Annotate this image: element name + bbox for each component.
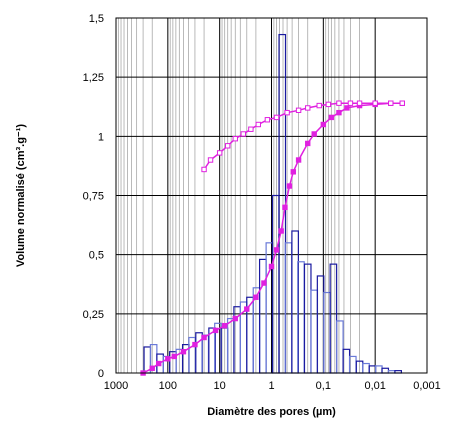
curve-marker [212, 327, 219, 334]
histogram-bar [310, 289, 319, 374]
curve-marker [273, 114, 280, 121]
histogram-bar [303, 263, 312, 374]
curve-marker [248, 126, 254, 132]
curve-marker [336, 109, 342, 116]
y-tick-label: 0,5 [89, 250, 104, 262]
curve-marker [268, 263, 275, 270]
curve-marker [165, 356, 171, 362]
x-tick-label: 1 [268, 380, 274, 392]
cumulative-curves [140, 100, 405, 376]
curve-marker [156, 360, 162, 367]
curve-marker [399, 100, 405, 106]
x-tick-label: 100 [159, 380, 177, 392]
x-axis-title: Diamètre des pores (µm) [207, 406, 336, 418]
curve-marker [282, 204, 288, 211]
histogram-bar [271, 194, 280, 374]
curve-marker [201, 334, 207, 341]
y-tick-label: 1,5 [89, 13, 104, 25]
curve-marker [316, 102, 322, 109]
curve-marker [356, 100, 363, 106]
histogram-bar [284, 242, 293, 374]
histogram-bar [226, 317, 235, 374]
x-tick-label: 0,01 [364, 380, 385, 392]
x-tick-label: 0,001 [413, 380, 441, 392]
curve-marker [328, 114, 335, 121]
histogram-bar [355, 360, 364, 374]
histogram-bar [265, 242, 274, 374]
histogram-bar [329, 263, 338, 374]
curve-marker [305, 105, 311, 111]
curve-marker [273, 247, 280, 253]
histogram-bar [336, 320, 344, 374]
x-tick-label: 10 [214, 380, 226, 392]
y-tick-label: 0,25 [83, 309, 104, 321]
x-tick-label: 0,1 [316, 380, 331, 392]
plot-frame [115, 17, 428, 374]
curve-marker [311, 131, 317, 137]
histogram-bars [143, 33, 403, 374]
curve-marker [336, 100, 342, 106]
y-tick-label: 0,75 [83, 191, 104, 203]
histogram-bar [323, 291, 331, 374]
curve-marker [295, 157, 302, 163]
histogram-bar [220, 327, 229, 374]
curve-marker [201, 166, 207, 173]
histogram-bar [374, 365, 383, 374]
curve-marker [221, 322, 228, 329]
curve-marker [320, 121, 327, 128]
curve-marker [244, 306, 250, 312]
curve-marker [253, 294, 259, 300]
curve-marker [171, 353, 178, 360]
histogram-bar [342, 348, 351, 374]
curve-marker [255, 121, 261, 128]
histogram-bar [381, 367, 390, 374]
curve-marker [344, 105, 350, 111]
curve-marker [240, 131, 246, 137]
histogram-bar [278, 33, 287, 374]
curve-marker [192, 341, 198, 348]
y-tick-label: 0 [98, 368, 104, 380]
curve-marker [264, 117, 271, 123]
histogram-bar [348, 355, 357, 374]
curve-marker [216, 150, 223, 156]
histogram-bar [297, 261, 305, 374]
curve-marker [325, 101, 332, 108]
curve-marker [305, 140, 311, 147]
histogram-bar [201, 334, 210, 374]
y-tick-label: 1 [98, 131, 104, 143]
curve-marker [180, 349, 187, 355]
y-tick-label: 1,25 [83, 72, 104, 84]
curve-marker [372, 100, 378, 106]
curve-marker [232, 315, 238, 322]
tick-labels: 1000 100 10 1 0,1 0,01 0,001 0 0,25 0,5 0,75 1 1,25 1… [83, 13, 441, 392]
curve-marker [232, 136, 238, 142]
histogram-bar [362, 362, 370, 374]
curve-marker [284, 109, 290, 116]
curve-marker [295, 107, 302, 113]
curve-marker [224, 143, 231, 149]
histogram-bar [258, 258, 267, 374]
curve-marker [149, 365, 155, 371]
histogram-bar [368, 365, 377, 374]
histogram-bar [316, 275, 325, 374]
curve-marker [286, 183, 293, 189]
curve-marker [261, 280, 267, 286]
y-axis-title: Volume normalisé (cm³.g⁻¹) [15, 124, 27, 267]
curve-marker [290, 169, 296, 175]
curve-marker [207, 157, 214, 163]
curve-marker [278, 228, 284, 234]
curve-marker [347, 100, 354, 106]
x-tick-label: 1000 [104, 380, 128, 392]
curve-marker [388, 100, 394, 106]
